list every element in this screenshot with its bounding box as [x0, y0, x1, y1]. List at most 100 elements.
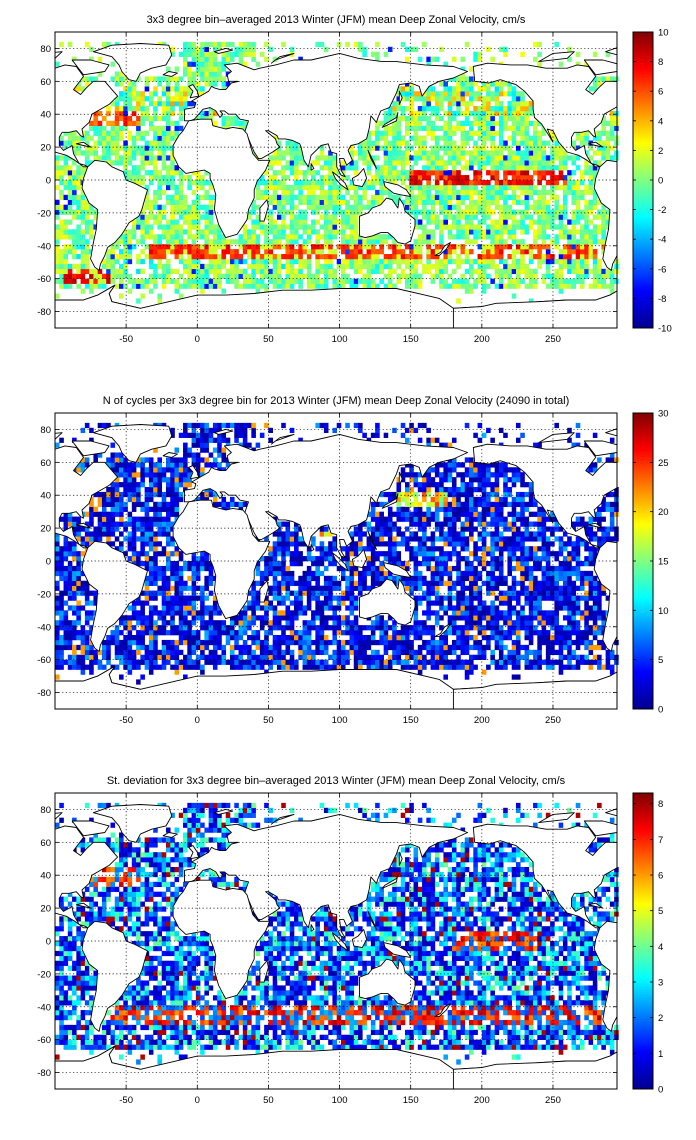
heatmap-cell: [161, 630, 167, 636]
heatmap-cell: [123, 91, 128, 97]
heatmap-cell: [306, 194, 312, 201]
heatmap-cell: [554, 140, 559, 146]
heatmap-cell: [187, 283, 192, 289]
heatmap-cell: [515, 120, 521, 127]
y-tick-label: -20: [37, 208, 51, 219]
heatmap-cell: [123, 110, 128, 117]
heatmap-cell: [281, 580, 286, 586]
heatmap-cell: [554, 268, 559, 275]
heatmap-cell: [490, 219, 495, 225]
heatmap-cell: [136, 120, 141, 127]
heatmap-cell: [110, 145, 116, 151]
heatmap-cell: [131, 81, 137, 87]
heatmap-cell: [490, 140, 495, 146]
heatmap-cell: [76, 86, 81, 92]
heatmap-cell: [426, 244, 431, 250]
heatmap-cell: [84, 130, 90, 136]
heatmap-cell: [187, 625, 192, 631]
heatmap-cell: [473, 224, 478, 230]
heatmap-cell: [336, 219, 342, 225]
heatmap-cell: [396, 120, 402, 127]
heatmap-cell: [63, 570, 69, 577]
heatmap-cell: [503, 199, 508, 205]
heatmap-cell: [153, 273, 158, 279]
heatmap-cell: [200, 254, 205, 260]
heatmap-cell: [200, 71, 205, 77]
heatmap-cell: [123, 239, 128, 245]
heatmap-cell: [392, 254, 397, 260]
heatmap-cell: [114, 457, 120, 463]
heatmap-cell: [67, 175, 73, 181]
heatmap-cell: [183, 283, 188, 289]
heatmap-cell: [571, 209, 577, 215]
heatmap-cell: [353, 189, 359, 196]
heatmap-cell: [456, 224, 461, 230]
coastline: [172, 118, 271, 239]
heatmap-cell: [208, 437, 214, 443]
heatmap-cell: [276, 654, 282, 660]
heatmap-cell: [345, 244, 350, 250]
heatmap-cell: [242, 442, 248, 448]
heatmap-cell: [456, 120, 461, 127]
heatmap-cell: [400, 249, 406, 255]
heatmap-cell: [136, 644, 141, 651]
heatmap-cell: [473, 145, 478, 151]
heatmap-cell: [110, 467, 116, 473]
heatmap-cell: [187, 659, 192, 665]
heatmap-cell: [447, 175, 453, 181]
heatmap-cell: [255, 268, 261, 275]
heatmap-cell: [562, 204, 568, 210]
heatmap-cell: [434, 268, 440, 275]
heatmap-cell: [217, 41, 222, 48]
heatmap-cell: [84, 526, 90, 532]
heatmap-cell: [200, 61, 205, 67]
heatmap-cell: [67, 199, 73, 205]
heatmap-cell: [503, 145, 508, 151]
heatmap-cell: [110, 541, 116, 547]
heatmap-cell: [323, 254, 329, 260]
heatmap-cell: [451, 249, 457, 255]
heatmap-cell: [76, 81, 81, 87]
heatmap-cell: [405, 145, 410, 151]
heatmap-cell: [426, 96, 431, 102]
heatmap-cell: [208, 239, 214, 245]
heatmap-cell: [148, 487, 154, 493]
heatmap-cell: [259, 194, 265, 201]
heatmap-cell: [157, 516, 163, 522]
heatmap-cell: [400, 258, 406, 265]
heatmap-cell: [106, 263, 111, 270]
heatmap-cell: [84, 654, 90, 660]
heatmap-cell: [268, 219, 273, 225]
heatmap-cell: [195, 561, 201, 567]
y-tick-label: 20: [40, 143, 51, 154]
heatmap-cell: [439, 268, 444, 275]
heatmap-cell: [63, 635, 69, 641]
heatmap-cell: [195, 71, 201, 77]
colorbar-tick-label: -8: [658, 294, 666, 305]
heatmap-cell: [460, 96, 466, 102]
heatmap-cell: [123, 639, 128, 646]
heatmap-cell: [183, 447, 188, 453]
heatmap-cell: [230, 278, 235, 284]
heatmap-cell: [405, 283, 410, 289]
heatmap-cell: [170, 575, 175, 582]
heatmap-cell: [80, 194, 86, 201]
heatmap-cell: [481, 130, 487, 136]
heatmap-cell: [498, 239, 504, 245]
heatmap-cell: [161, 214, 167, 220]
heatmap-cell: [294, 258, 299, 265]
heatmap-cell: [136, 659, 141, 665]
heatmap-cell: [460, 56, 466, 62]
heatmap-cell: [76, 580, 81, 586]
heatmap-cell: [119, 649, 124, 656]
heatmap-cell: [161, 610, 167, 616]
heatmap-cell: [187, 204, 192, 210]
heatmap-cell: [200, 615, 205, 621]
heatmap-cell: [127, 482, 133, 488]
heatmap-cell: [148, 644, 154, 651]
heatmap-cell: [212, 283, 218, 289]
heatmap-cell: [490, 130, 495, 136]
heatmap-cell: [605, 140, 611, 146]
heatmap-cell: [72, 199, 77, 205]
heatmap-cell: [294, 659, 299, 665]
